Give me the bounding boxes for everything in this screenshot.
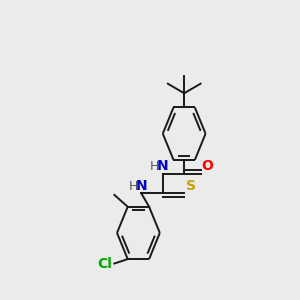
- Text: O: O: [201, 159, 213, 172]
- Text: N: N: [157, 159, 169, 173]
- Text: H: H: [150, 160, 159, 173]
- Text: Cl: Cl: [97, 256, 112, 271]
- Text: H: H: [128, 179, 138, 193]
- Text: S: S: [186, 178, 196, 193]
- Text: N: N: [136, 178, 147, 193]
